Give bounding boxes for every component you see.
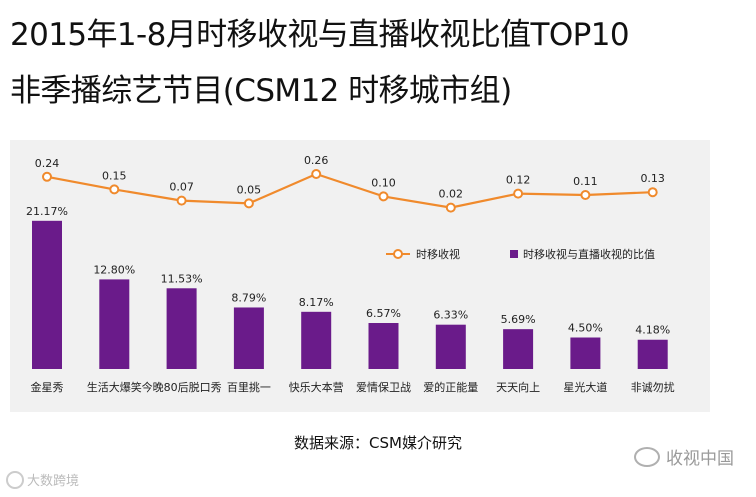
legend-line-marker bbox=[393, 249, 403, 259]
category-label-10: 非诚勿扰 bbox=[631, 380, 675, 394]
chart-title-line2: 非季播综艺节目(CSM12 时移城市组) bbox=[10, 73, 512, 109]
line-point-7 bbox=[445, 202, 456, 213]
bar-label-2: 12.80% bbox=[93, 263, 135, 276]
watermark-right: 收视中国 bbox=[634, 444, 734, 469]
line-label-10: 0.13 bbox=[640, 172, 665, 185]
bar-label-8: 5.69% bbox=[501, 313, 536, 326]
line-label-2: 0.15 bbox=[102, 169, 127, 182]
line-point-4 bbox=[243, 198, 254, 209]
bar-8 bbox=[503, 329, 534, 369]
line-label-5: 0.26 bbox=[304, 154, 329, 167]
bar-6 bbox=[368, 323, 399, 369]
line-point-5 bbox=[311, 169, 322, 179]
line-label-7: 0.02 bbox=[439, 188, 464, 201]
wechat-icon bbox=[634, 446, 660, 467]
line-point-1 bbox=[42, 171, 52, 182]
line-series-shiyi bbox=[46, 172, 653, 209]
line-point-9 bbox=[580, 190, 591, 200]
category-label-3: 今晚80后脱口秀 bbox=[142, 380, 222, 394]
legend-bar-label: 时移收视与直播收视的比值 bbox=[523, 247, 655, 261]
category-label-6: 爱情保卫战 bbox=[356, 380, 411, 394]
chart-title-line1: 2015年1-8月时移收视与直播收视比值TOP10 bbox=[10, 17, 630, 53]
watermark-right-text: 收视中国 bbox=[666, 449, 734, 469]
category-label-2: 生活大爆笑 bbox=[87, 380, 142, 394]
line-label-1: 0.24 bbox=[35, 157, 60, 170]
bar-9 bbox=[570, 337, 601, 369]
bar-label-3: 11.53% bbox=[161, 272, 203, 285]
chart-panel: 21.17% 金星秀 12.80% 生活大爆笑 11.53% 今晚80后脱口秀 8.79% 百… bbox=[10, 140, 710, 412]
category-label-4: 百里挑一 bbox=[227, 380, 271, 394]
bar-3 bbox=[166, 288, 197, 369]
bar-2 bbox=[99, 279, 130, 369]
bar-label-9: 4.50% bbox=[568, 322, 603, 335]
line-label-9: 0.11 bbox=[573, 175, 598, 188]
bar-label-4: 8.79% bbox=[231, 291, 266, 304]
bar-label-7: 6.33% bbox=[433, 309, 468, 322]
line-label-4: 0.05 bbox=[237, 183, 262, 196]
category-label-8: 天天向上 bbox=[496, 380, 540, 394]
line-point-8 bbox=[513, 188, 524, 199]
bar-label-6: 6.57% bbox=[366, 307, 401, 320]
line-label-6: 0.10 bbox=[371, 176, 396, 189]
bar-label-1: 21.17% bbox=[26, 205, 68, 218]
watermark-logo-icon bbox=[6, 470, 24, 489]
line-point-2 bbox=[109, 184, 120, 195]
chart-svg: 21.17% 金星秀 12.80% 生活大爆笑 11.53% 今晚80后脱口秀 8.79% 百… bbox=[26, 154, 675, 394]
watermark-left-text: 大数跨境 bbox=[27, 474, 80, 489]
line-point-6 bbox=[378, 191, 389, 202]
line-point-10 bbox=[647, 187, 658, 198]
bar-10 bbox=[637, 339, 668, 369]
category-label-5: 快乐大本营 bbox=[289, 380, 344, 394]
category-label-1: 金星秀 bbox=[31, 380, 64, 394]
legend-bar-swatch bbox=[510, 250, 518, 258]
line-label-8: 0.12 bbox=[506, 174, 531, 187]
bar-5 bbox=[301, 311, 332, 369]
category-label-7: 爱的正能量 bbox=[423, 380, 478, 394]
legend-line-label: 时移收视 bbox=[416, 247, 460, 261]
bar-label-5: 8.17% bbox=[299, 296, 334, 309]
line-point-3 bbox=[176, 195, 187, 206]
category-label-9: 星光大道 bbox=[563, 380, 607, 394]
bar-1 bbox=[32, 220, 62, 369]
line-label-3: 0.07 bbox=[169, 181, 194, 194]
bar-4 bbox=[233, 307, 264, 369]
watermark-left: 大数跨境 bbox=[6, 470, 79, 489]
bar-7 bbox=[435, 324, 466, 369]
bar-label-10: 4.18% bbox=[635, 324, 670, 337]
source-note: 数据来源：CSM媒介研究 bbox=[294, 434, 462, 452]
